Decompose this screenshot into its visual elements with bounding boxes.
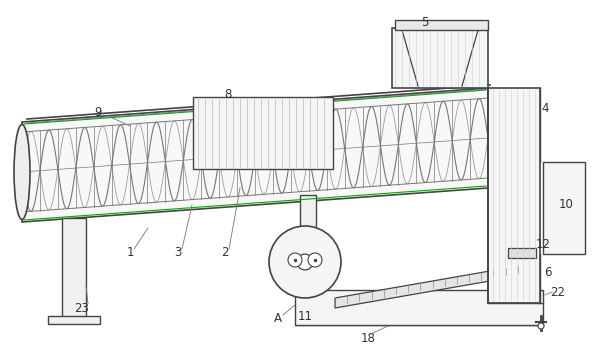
Text: 18: 18	[361, 332, 376, 344]
Text: 4: 4	[541, 102, 549, 115]
Ellipse shape	[14, 125, 30, 219]
Text: 2: 2	[222, 246, 229, 258]
Bar	[395, 20, 488, 30]
Bar	[295, 290, 543, 325]
Text: 9: 9	[95, 106, 102, 118]
Circle shape	[308, 253, 322, 267]
Bar	[48, 316, 100, 324]
Circle shape	[288, 253, 302, 267]
Text: 23: 23	[75, 301, 90, 314]
Circle shape	[269, 226, 341, 298]
Text: 6: 6	[544, 266, 552, 279]
Bar	[543, 162, 585, 254]
Text: 22: 22	[550, 285, 565, 299]
Bar	[300, 195, 316, 293]
Text: 3: 3	[175, 246, 182, 258]
Text: 12: 12	[536, 238, 550, 252]
Text: 11: 11	[297, 310, 312, 323]
Text: 5: 5	[421, 15, 429, 29]
Text: A: A	[274, 311, 282, 324]
Circle shape	[538, 323, 544, 329]
Bar	[193, 97, 333, 169]
Text: 8: 8	[225, 87, 232, 101]
Polygon shape	[22, 88, 488, 222]
Circle shape	[297, 254, 313, 270]
Bar	[62, 218, 86, 318]
Bar	[392, 28, 488, 88]
Bar	[488, 88, 540, 303]
Text: 10: 10	[559, 198, 574, 212]
Text: 1: 1	[126, 246, 134, 258]
Bar	[508, 248, 536, 258]
Polygon shape	[335, 264, 530, 308]
